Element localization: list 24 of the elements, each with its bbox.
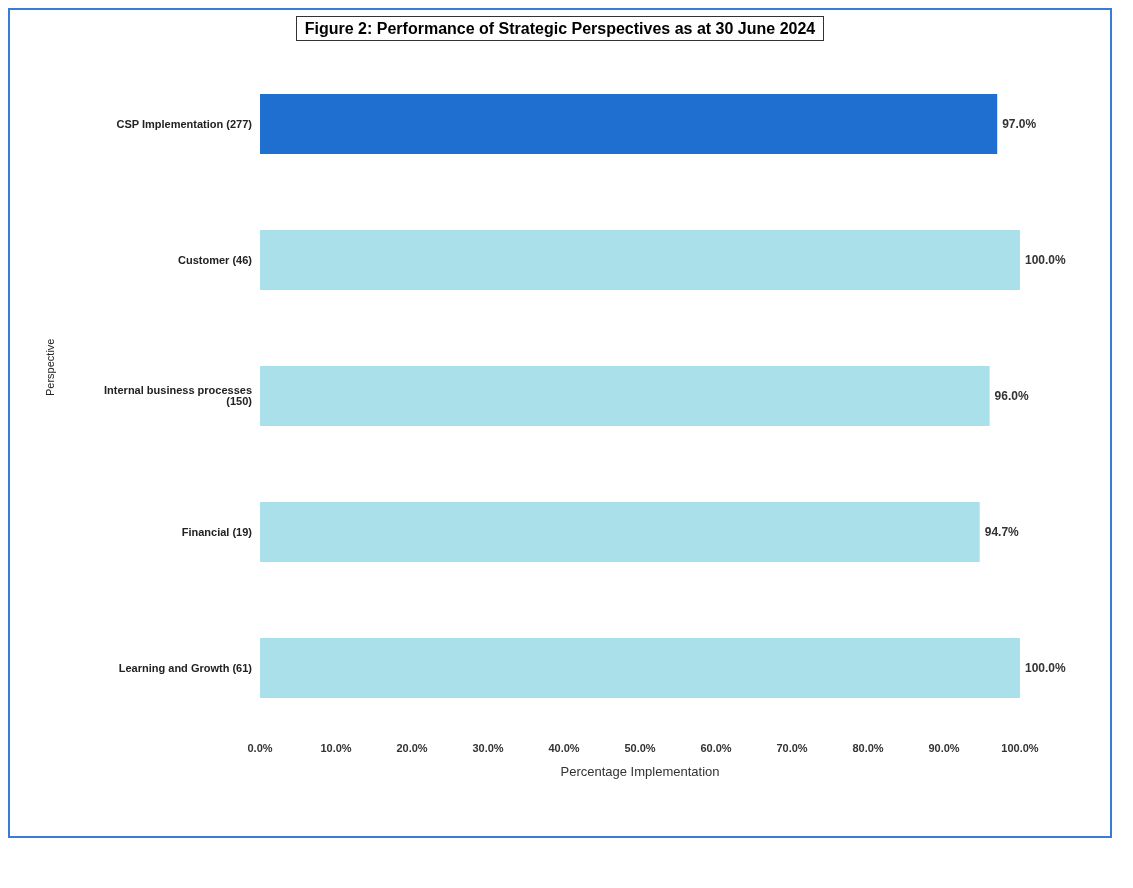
x-tick-label: 10.0% <box>320 741 352 754</box>
x-tick-label: 60.0% <box>700 741 732 754</box>
y-tick-label: Internal business processes (150) <box>104 384 253 408</box>
data-label: 100.0% <box>1025 661 1067 676</box>
data-label: 97.0% <box>1002 117 1037 132</box>
x-tick-label: 70.0% <box>776 741 808 754</box>
chart-title: Figure 2: Performance of Strategic Perspectives as at 30 June 2024 <box>295 16 825 41</box>
y-tick-label: CSP Implementation (277) <box>116 117 253 130</box>
x-axis-title: Percentage Implementation <box>560 764 720 779</box>
x-tick-label: 90.0% <box>928 741 960 754</box>
x-tick-label: 40.0% <box>548 741 580 754</box>
data-label: 96.0% <box>994 389 1029 404</box>
y-tick-label: Financial (19) <box>181 525 253 538</box>
x-tick-label: 20.0% <box>396 741 428 754</box>
y-tick-label: Learning and Growth (61) <box>118 661 253 674</box>
y-tick-label: Customer (46) <box>178 253 253 266</box>
x-tick-label: 100.0% <box>1001 741 1039 754</box>
y-axis-title: Perspective <box>43 338 56 396</box>
x-tick-label: 30.0% <box>472 741 504 754</box>
data-label: 94.7% <box>984 525 1020 540</box>
data-label: 100.0% <box>1025 253 1067 268</box>
x-tick-label: 0.0% <box>247 741 273 754</box>
x-tick-label: 50.0% <box>624 741 656 754</box>
x-tick-label: 80.0% <box>852 741 884 754</box>
